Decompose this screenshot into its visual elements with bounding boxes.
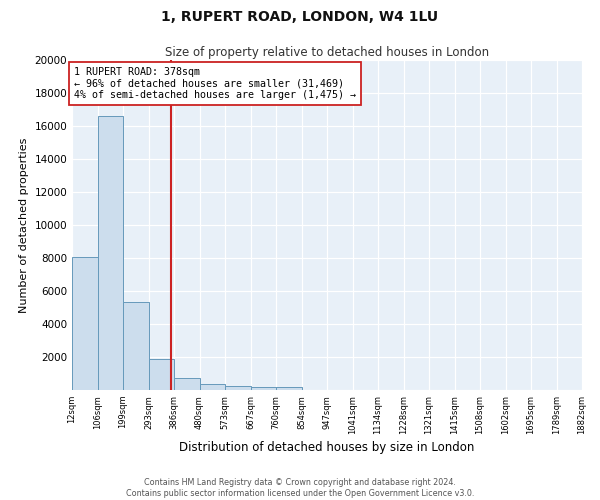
Bar bbox=[97, 116, 123, 390]
Bar bbox=[72, 257, 97, 390]
Bar bbox=[199, 384, 225, 390]
Bar bbox=[251, 387, 276, 390]
X-axis label: Distribution of detached houses by size in London: Distribution of detached houses by size … bbox=[179, 441, 475, 454]
Text: Contains HM Land Registry data © Crown copyright and database right 2024.
Contai: Contains HM Land Registry data © Crown c… bbox=[126, 478, 474, 498]
Y-axis label: Number of detached properties: Number of detached properties bbox=[19, 138, 29, 312]
Text: 1, RUPERT ROAD, LONDON, W4 1LU: 1, RUPERT ROAD, LONDON, W4 1LU bbox=[161, 10, 439, 24]
Bar bbox=[149, 360, 174, 390]
Bar bbox=[174, 378, 199, 390]
Bar bbox=[225, 386, 251, 390]
Bar bbox=[276, 388, 302, 390]
Bar bbox=[123, 302, 149, 390]
Title: Size of property relative to detached houses in London: Size of property relative to detached ho… bbox=[165, 46, 489, 59]
Text: 1 RUPERT ROAD: 378sqm
← 96% of detached houses are smaller (31,469)
4% of semi-d: 1 RUPERT ROAD: 378sqm ← 96% of detached … bbox=[74, 66, 356, 100]
